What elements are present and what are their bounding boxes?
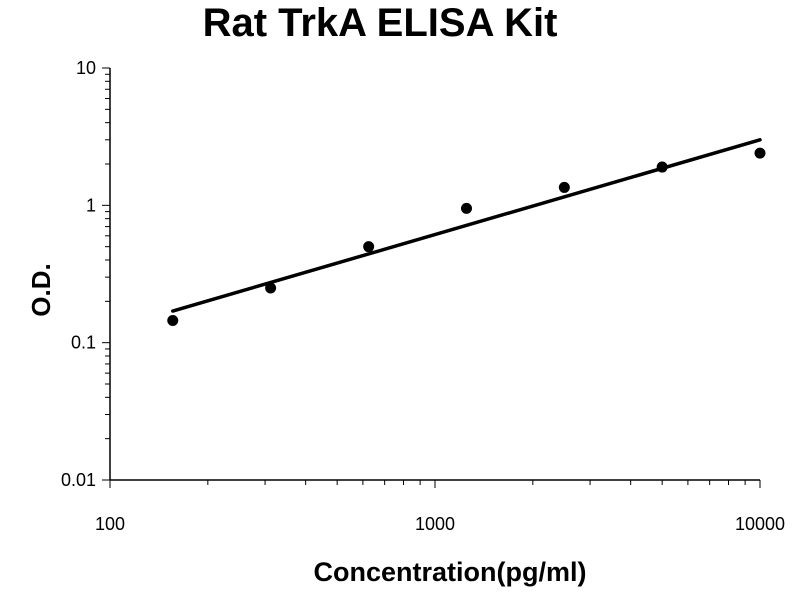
data-point <box>656 161 668 173</box>
data-point <box>754 147 766 159</box>
data-point <box>363 241 375 253</box>
x-tick-label: 1000 <box>415 514 455 534</box>
x-tick-label: 10000 <box>735 514 785 534</box>
y-tick-label: 10 <box>76 58 96 78</box>
data-point <box>460 202 472 214</box>
y-tick-label: 1 <box>86 195 96 215</box>
chart-title: Rat TrkA ELISA Kit <box>202 1 558 45</box>
x-axis-label: Concentration(pg/ml) <box>313 557 587 587</box>
data-point <box>558 181 570 193</box>
x-tick-label: 100 <box>95 514 125 534</box>
y-tick-label: 0.1 <box>71 333 96 353</box>
trend-line <box>171 138 762 313</box>
data-point <box>167 315 179 327</box>
y-tick-label: 0.01 <box>61 470 96 490</box>
data-point <box>265 282 277 294</box>
